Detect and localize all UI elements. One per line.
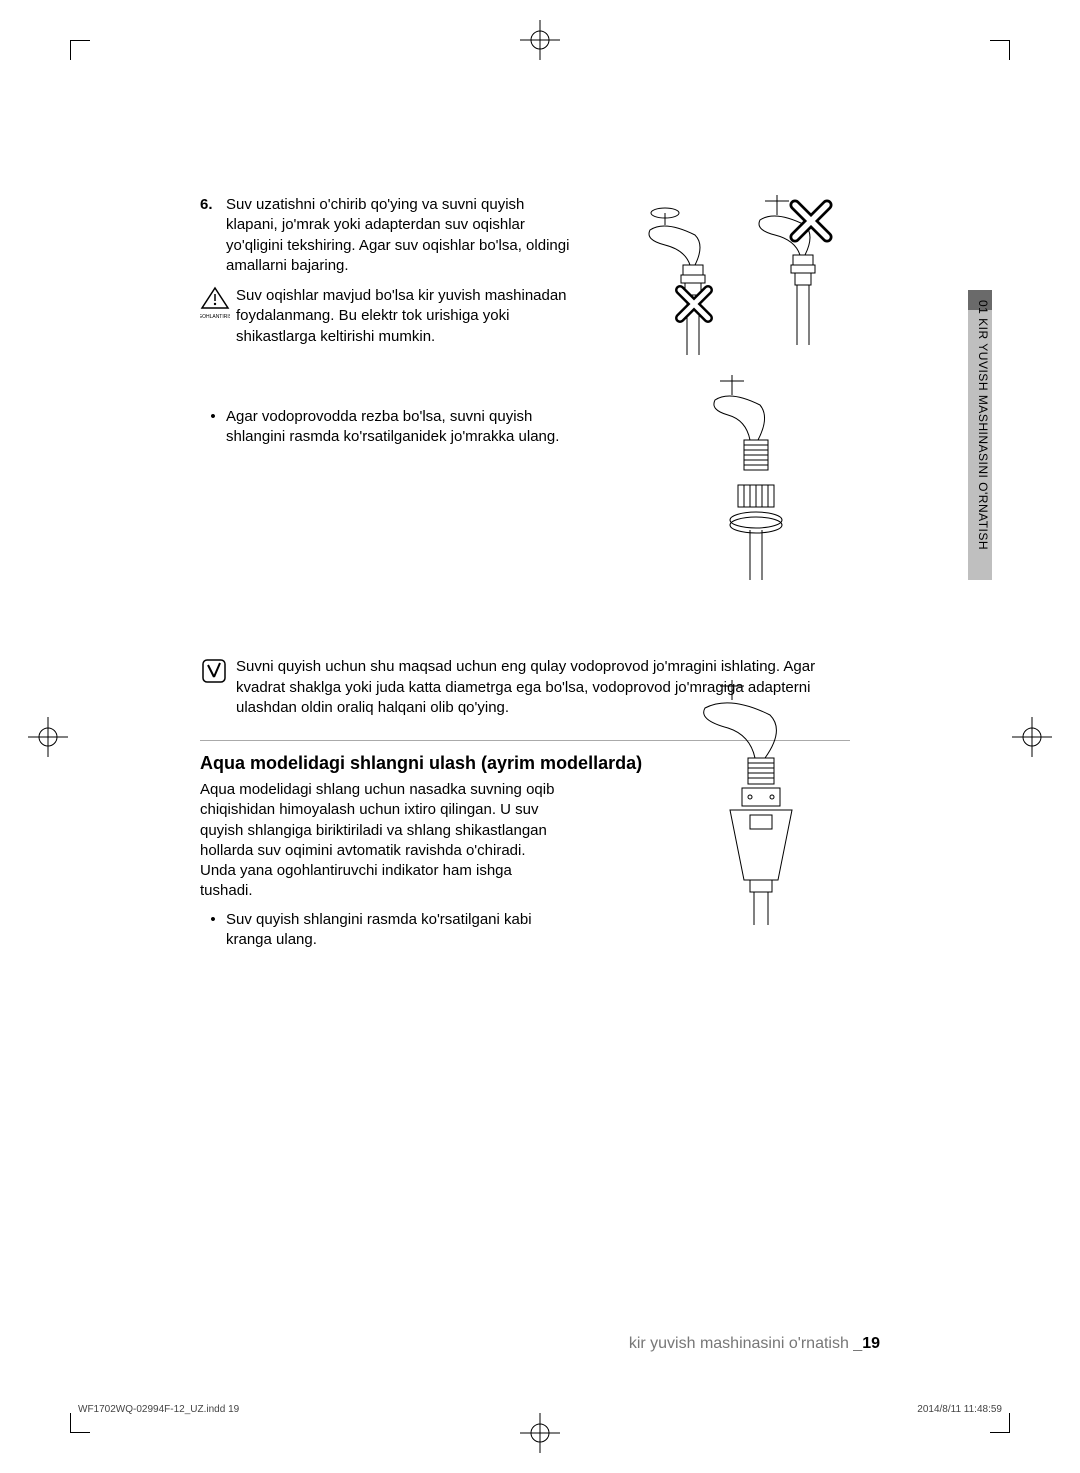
warning-block: OGOHLANTIRISH Suv oqishlar mavjud bo'lsa… (200, 286, 580, 347)
figure-aqua-hose (640, 680, 810, 930)
step-text: Suv uzatishni o'chirib qo'ying va suvni … (226, 195, 580, 276)
warning-label: OGOHLANTIRISH (200, 314, 230, 320)
step-item: 6. Suv uzatishni o'chirib qo'ying va suv… (200, 195, 580, 276)
bullet-icon: • (200, 910, 226, 951)
step-number: 6. (200, 195, 226, 276)
bullet-item: • Agar vodoprovodda rezba bo'lsa, suvni … (200, 407, 580, 448)
warning-icon: OGOHLANTIRISH (200, 286, 236, 326)
bullet-text: Suv quyish shlangini rasmda ko'rsatilgan… (226, 910, 560, 951)
crop-mark (70, 40, 90, 60)
footer-text: kir yuvish mashinasini o'rnatish _ (629, 1335, 862, 1352)
page-footer: kir yuvish mashinasini o'rnatish _19 (629, 1335, 880, 1353)
warning-text: Suv oqishlar mavjud bo'lsa kir yuvish ma… (236, 286, 580, 347)
chapter-tab-label: 01 KIR YUVISH MASHINASINI O'RNATISH (976, 300, 990, 550)
figure-two-taps (615, 195, 845, 365)
page: 01 KIR YUVISH MASHINASINI O'RNATISH 6. S… (0, 0, 1080, 1473)
bullet-item: • Suv quyish shlangini rasmda ko'rsatilg… (200, 910, 560, 951)
figure-threaded-tap (670, 375, 790, 585)
bullet-icon: • (200, 407, 226, 448)
registration-mark-icon (28, 717, 68, 757)
crop-mark (990, 40, 1010, 60)
page-number: 19 (862, 1335, 880, 1352)
section-paragraph: Aqua modelidagi shlang uchun nasadka suv… (200, 780, 560, 902)
registration-mark-icon (1012, 717, 1052, 757)
registration-mark-icon (520, 1413, 560, 1453)
crop-mark (70, 1413, 90, 1433)
registration-mark-icon (520, 20, 560, 60)
crop-mark (990, 1413, 1010, 1433)
slug-file: WF1702WQ-02994F-12_UZ.indd 19 (78, 1404, 239, 1415)
note-icon (200, 657, 236, 691)
bullet-text: Agar vodoprovodda rezba bo'lsa, suvni qu… (226, 407, 580, 448)
slug-timestamp: 2014/8/11 11:48:59 (917, 1404, 1002, 1415)
